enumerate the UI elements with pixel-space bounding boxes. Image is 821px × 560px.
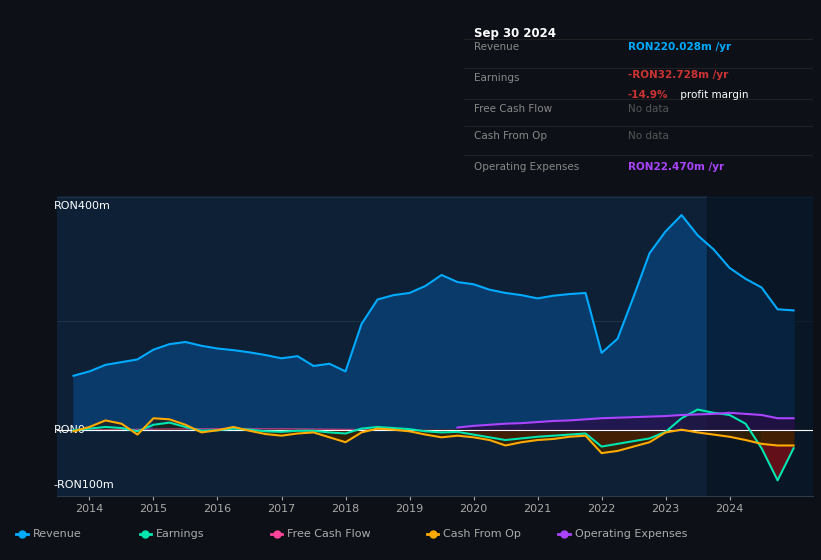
Text: RON400m: RON400m xyxy=(53,202,111,212)
Text: Cash From Op: Cash From Op xyxy=(443,529,521,539)
Text: Cash From Op: Cash From Op xyxy=(475,131,548,141)
Text: No data: No data xyxy=(628,131,669,141)
Text: -RON32.728m /yr: -RON32.728m /yr xyxy=(628,70,728,80)
Text: Earnings: Earnings xyxy=(475,73,520,83)
Text: Sep 30 2024: Sep 30 2024 xyxy=(475,27,557,40)
Text: No data: No data xyxy=(628,104,669,114)
Text: Revenue: Revenue xyxy=(475,43,520,53)
Text: RON22.470m /yr: RON22.470m /yr xyxy=(628,162,724,172)
Text: RON0: RON0 xyxy=(53,425,85,435)
Text: profit margin: profit margin xyxy=(677,90,748,100)
Text: RON220.028m /yr: RON220.028m /yr xyxy=(628,43,731,53)
Text: -14.9%: -14.9% xyxy=(628,90,668,100)
Text: -RON100m: -RON100m xyxy=(53,480,114,489)
Text: Free Cash Flow: Free Cash Flow xyxy=(287,529,371,539)
Text: Free Cash Flow: Free Cash Flow xyxy=(475,104,553,114)
Text: Operating Expenses: Operating Expenses xyxy=(575,529,687,539)
Text: Revenue: Revenue xyxy=(33,529,81,539)
Bar xyxy=(707,196,813,496)
Text: Earnings: Earnings xyxy=(156,529,204,539)
Text: Operating Expenses: Operating Expenses xyxy=(475,162,580,172)
